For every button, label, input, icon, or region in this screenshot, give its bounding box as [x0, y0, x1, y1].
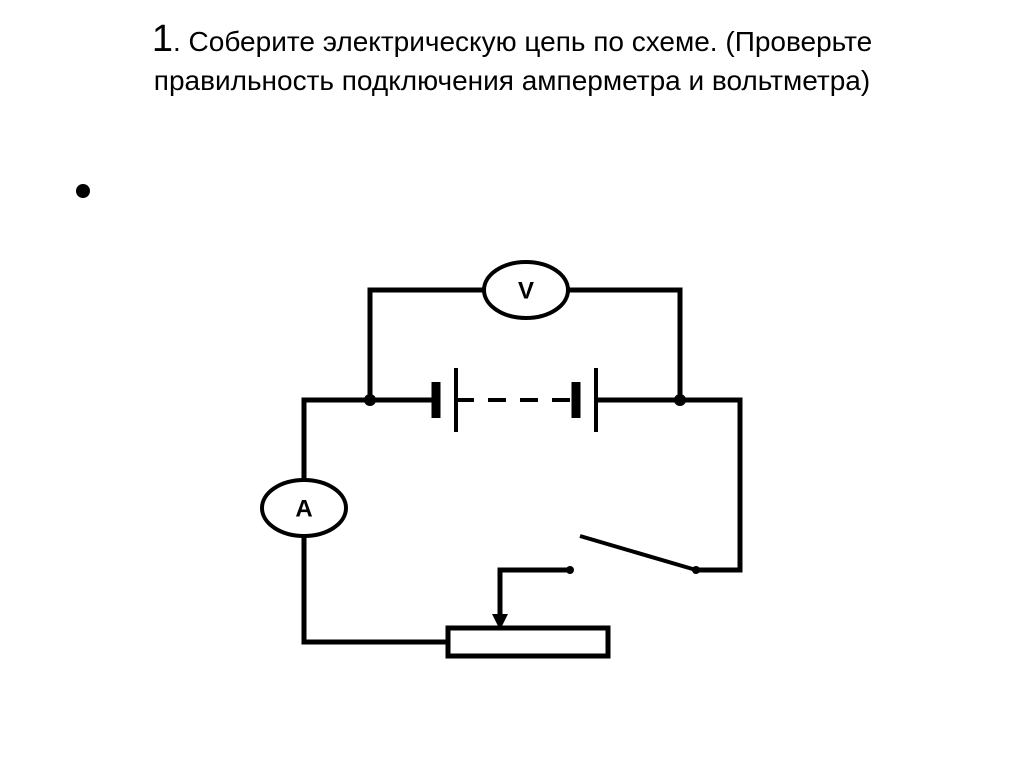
rheostat-body	[448, 628, 608, 656]
bullet-dot	[76, 184, 90, 198]
wire-right-down	[680, 400, 740, 570]
wire-left-down-to-ammeter	[304, 400, 370, 480]
title-line1: . Соберите электрическую цепь по схеме. …	[173, 26, 872, 57]
wire-voltmeter-right	[568, 290, 680, 400]
voltmeter-label: V	[518, 277, 534, 304]
title-number: 1	[152, 18, 173, 60]
switch-arm	[580, 536, 696, 570]
title-block: 1. Соберите электрическую цепь по схеме.…	[0, 0, 1024, 97]
ammeter-label: A	[295, 495, 312, 522]
wire-switch-to-slider	[500, 570, 570, 590]
wire-ammeter-to-rheostat	[304, 536, 448, 642]
wire-voltmeter-left	[370, 290, 484, 400]
title-line2: правильность подключения амперметра и во…	[100, 65, 924, 97]
circuit-diagram: V A	[240, 250, 780, 680]
